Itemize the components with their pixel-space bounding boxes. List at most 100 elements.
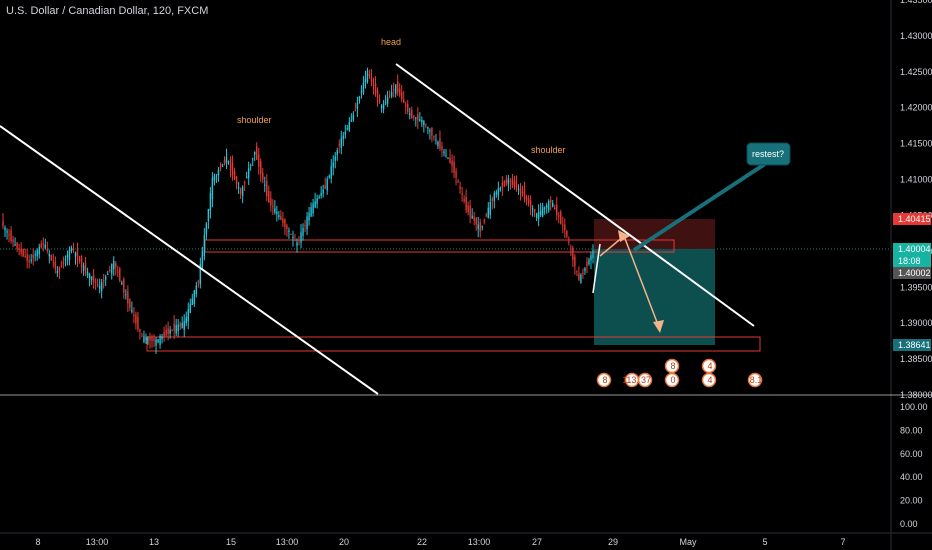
price-tick-label: 1.41500: [900, 139, 932, 149]
candle: [354, 102, 357, 112]
candle: [348, 117, 351, 133]
candle: [185, 311, 187, 327]
event-badge[interactable]: 4: [701, 358, 717, 374]
candle: [338, 139, 340, 154]
candle: [364, 70, 367, 89]
candle: [568, 236, 570, 246]
candle: [586, 257, 588, 274]
indicator-axis[interactable]: 100.00 80.00 60.00 40.00 20.00 0.00: [900, 402, 928, 529]
event-badge[interactable]: 8.1: [747, 372, 763, 388]
candle: [18, 243, 20, 256]
event-badge[interactable]: 8: [664, 358, 680, 374]
event-badge[interactable]: 37: [637, 372, 653, 388]
time-tick-label: 7: [840, 537, 845, 547]
price-tag: 1.40415: [893, 213, 931, 225]
price-tick-label: 1.43500: [900, 0, 932, 5]
event-badge[interactable]: 4: [701, 372, 717, 388]
event-badge[interactable]: 113.7: [622, 372, 644, 388]
candle: [217, 167, 220, 182]
candle: [60, 260, 63, 268]
time-tick-label: 13:00: [468, 537, 491, 547]
candle: [314, 192, 316, 209]
target-zone[interactable]: [594, 249, 715, 345]
candle: [592, 244, 594, 264]
candle: [471, 208, 473, 219]
candle: [20, 242, 22, 257]
candle: [107, 270, 109, 275]
candle: [453, 155, 455, 178]
candle: [153, 334, 155, 348]
candle: [421, 116, 423, 128]
candle: [461, 186, 463, 202]
candle: [324, 177, 326, 190]
candle: [427, 126, 429, 135]
candle: [326, 176, 328, 195]
candle: [211, 172, 214, 208]
projection-white-path[interactable]: [592, 243, 601, 294]
candle: [50, 254, 53, 262]
time-axis[interactable]: 8 13:00 13 15 13:00 20 22 13:00 27 29 May 5 7: [35, 537, 845, 547]
candle: [290, 233, 292, 235]
candle: [94, 278, 97, 291]
event-badges[interactable]: 8 113.737 0 8 4 4 8.1: [596, 358, 763, 388]
trendline-right[interactable]: [395, 63, 755, 327]
candle: [209, 187, 212, 219]
candle: [30, 254, 32, 264]
candle: [104, 274, 107, 287]
svg-text:1.38641: 1.38641: [898, 340, 931, 350]
candle: [517, 184, 520, 195]
candle: [179, 321, 181, 331]
trendline-left[interactable]: [0, 125, 379, 395]
candle: [405, 101, 407, 114]
callout-box[interactable]: [746, 142, 791, 166]
candle: [584, 266, 586, 275]
candle: [358, 95, 361, 104]
candle: [12, 235, 14, 248]
annotation-shoulder-left: shoulder: [237, 115, 272, 125]
candle: [537, 204, 540, 227]
candle: [503, 180, 506, 188]
candle: [550, 196, 552, 211]
candle: [588, 257, 590, 266]
candle: [197, 279, 200, 288]
candle: [543, 206, 546, 215]
price-tick-label: 1.38500: [900, 354, 932, 364]
candle: [519, 183, 522, 201]
candle: [443, 148, 445, 157]
time-tick-label: 5: [762, 537, 767, 547]
candle: [121, 280, 123, 286]
candle: [74, 251, 77, 265]
candle: [332, 155, 334, 176]
candle: [56, 266, 59, 278]
candle: [38, 243, 40, 259]
candle: [139, 328, 141, 340]
event-badge[interactable]: 0: [664, 372, 680, 388]
candle: [115, 261, 117, 276]
candle: [477, 216, 479, 238]
candle: [580, 273, 582, 284]
candle: [362, 75, 365, 95]
candle: [556, 196, 558, 221]
candle: [473, 211, 475, 226]
time-tick-label: 8: [35, 537, 40, 547]
candle: [570, 244, 572, 257]
candle: [26, 248, 28, 269]
event-badge[interactable]: 8: [596, 372, 612, 388]
candle: [62, 256, 65, 269]
candle: [221, 163, 224, 168]
candle: [396, 74, 399, 96]
candle: [237, 181, 240, 194]
candle: [545, 202, 548, 214]
candle: [22, 248, 24, 258]
price-tick-label: 1.43000: [900, 31, 932, 41]
candle: [463, 195, 465, 204]
candle: [499, 186, 502, 192]
candle: [84, 256, 87, 277]
stop-zone[interactable]: [594, 219, 715, 249]
candle: [171, 329, 173, 332]
candle: [370, 68, 373, 87]
candle: [386, 90, 389, 108]
support-box[interactable]: [146, 336, 761, 352]
